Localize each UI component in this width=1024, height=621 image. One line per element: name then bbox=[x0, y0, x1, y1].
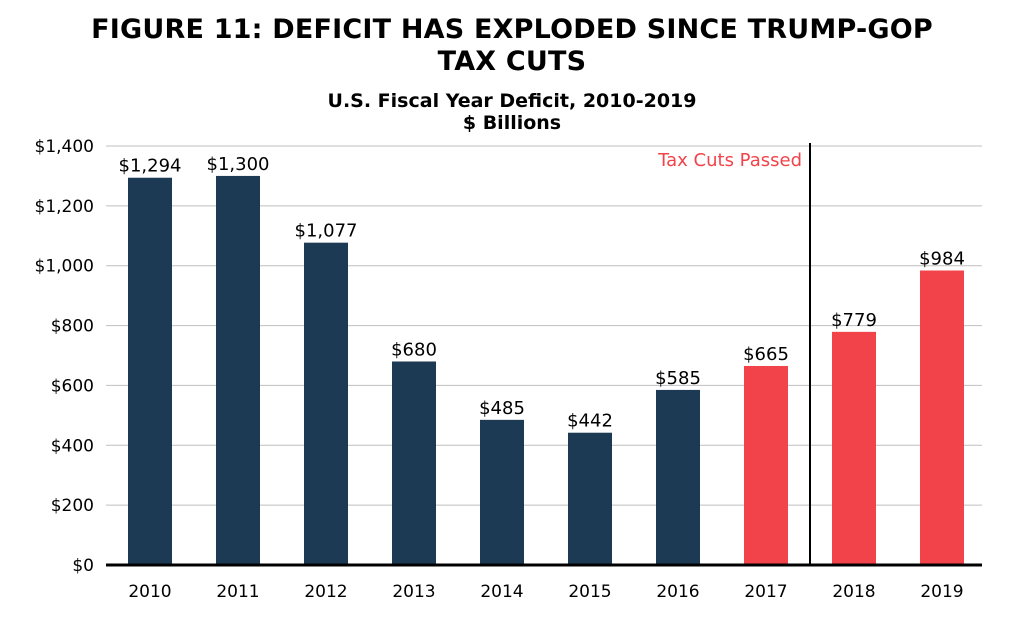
bar bbox=[920, 270, 964, 565]
x-tick-label: 2019 bbox=[920, 582, 963, 602]
data-label: $1,077 bbox=[295, 221, 358, 242]
chart-subtitle: U.S. Fiscal Year Deficit, 2010-2019 $ Bi… bbox=[0, 90, 1024, 134]
bar bbox=[832, 331, 876, 565]
bar bbox=[744, 365, 788, 565]
y-tick-label: $600 bbox=[51, 376, 94, 396]
data-label: $680 bbox=[391, 339, 437, 360]
data-label: $585 bbox=[655, 368, 701, 389]
x-tick-label: 2016 bbox=[656, 582, 699, 602]
y-tick-label: $200 bbox=[51, 496, 94, 516]
tax-cuts-annotation: Tax Cuts Passed bbox=[657, 150, 802, 171]
bar bbox=[568, 432, 612, 565]
bar bbox=[128, 177, 172, 565]
bar bbox=[304, 242, 348, 565]
chart-title-line-1: FIGURE 11: DEFICIT HAS EXPLODED SINCE TR… bbox=[91, 14, 933, 45]
data-label: $779 bbox=[831, 310, 877, 331]
x-tick-label: 2015 bbox=[568, 582, 611, 602]
y-tick-label: $400 bbox=[51, 436, 94, 456]
x-tick-label: 2018 bbox=[832, 582, 875, 602]
bar bbox=[392, 361, 436, 565]
bar bbox=[216, 175, 260, 565]
chart-subtitle-line-2: $ Billions bbox=[462, 112, 562, 134]
x-tick-label: 2017 bbox=[744, 582, 787, 602]
chart-title: FIGURE 11: DEFICIT HAS EXPLODED SINCE TR… bbox=[0, 14, 1024, 78]
y-tick-label: $0 bbox=[72, 556, 94, 576]
chart-title-line-2: TAX CUTS bbox=[437, 46, 587, 77]
data-label: $1,300 bbox=[207, 154, 270, 175]
data-label: $665 bbox=[743, 344, 789, 365]
data-label: $984 bbox=[919, 249, 965, 270]
chart-subtitle-line-1: U.S. Fiscal Year Deficit, 2010-2019 bbox=[327, 90, 697, 112]
x-tick-label: 2012 bbox=[304, 582, 347, 602]
x-tick-label: 2011 bbox=[216, 582, 259, 602]
y-tick-label: $800 bbox=[51, 317, 94, 337]
data-label: $1,294 bbox=[119, 156, 182, 177]
y-tick-label: $1,400 bbox=[35, 137, 94, 157]
y-tick-label: $1,000 bbox=[35, 257, 94, 277]
data-label: $485 bbox=[479, 398, 525, 419]
bar bbox=[656, 389, 700, 565]
x-tick-label: 2014 bbox=[480, 582, 523, 602]
bar bbox=[480, 419, 524, 565]
data-label: $442 bbox=[567, 411, 613, 432]
y-tick-label: $1,200 bbox=[35, 197, 94, 217]
x-tick-label: 2013 bbox=[392, 582, 435, 602]
x-tick-label: 2010 bbox=[128, 582, 171, 602]
